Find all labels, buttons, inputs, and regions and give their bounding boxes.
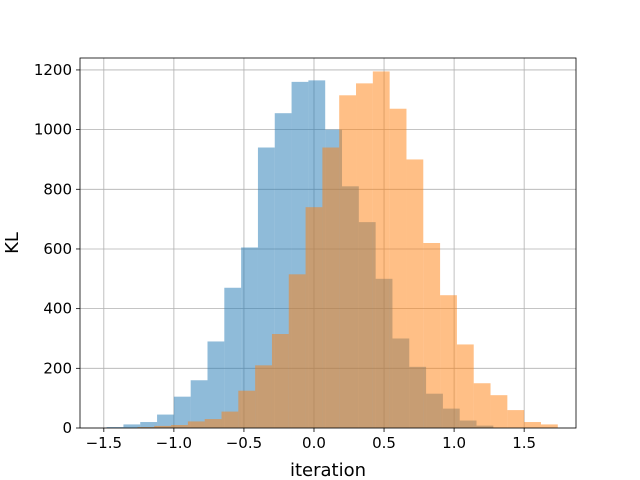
- histogram-bars: [106, 71, 558, 429]
- histogram-bar: [123, 424, 141, 428]
- y-tick-label: 1200: [34, 61, 72, 79]
- histogram-bar: [372, 71, 390, 428]
- x-tick-label: −1.0: [156, 434, 192, 452]
- histogram-bar: [140, 422, 158, 428]
- histogram-bar: [137, 427, 155, 428]
- x-tick-label: −1.5: [86, 434, 122, 452]
- histogram-bar: [456, 344, 474, 428]
- y-axis: 0 200 400 600 800 1000 1200: [34, 61, 80, 437]
- y-tick-label: 1000: [34, 121, 72, 139]
- histogram-bar: [339, 95, 357, 428]
- x-tick-label: 1.5: [512, 434, 536, 452]
- y-tick-label: 200: [43, 359, 72, 377]
- histogram-bar: [241, 247, 258, 428]
- histogram-bar: [540, 424, 558, 428]
- histogram-bar: [204, 419, 222, 428]
- histogram-bar: [106, 427, 124, 428]
- histogram-bar: [423, 243, 441, 428]
- y-tick-label: 800: [43, 180, 72, 198]
- x-tick-label: 1.0: [442, 434, 466, 452]
- histogram-bar: [173, 396, 191, 428]
- histogram-bar: [389, 108, 407, 429]
- histogram-bar: [322, 147, 340, 429]
- histogram-bar: [257, 147, 275, 429]
- histogram-bar: [154, 425, 172, 428]
- y-tick-label: 400: [43, 300, 72, 318]
- histogram-bar: [187, 421, 205, 428]
- x-axis: −1.5 −1.0 −0.5 0.0 0.5 1.0 1.5: [86, 428, 536, 452]
- histogram-bar: [406, 159, 424, 429]
- histogram-bar: [524, 422, 541, 428]
- y-tick-label: 0: [62, 419, 72, 437]
- histogram-series-2: [137, 71, 558, 429]
- y-tick-label: 600: [43, 240, 72, 258]
- histogram-bar: [440, 295, 457, 428]
- histogram-bar: [473, 383, 491, 428]
- histogram-bar: [490, 395, 508, 428]
- histogram-bar: [190, 380, 208, 428]
- histogram-bar: [356, 83, 373, 428]
- x-axis-label: iteration: [290, 460, 366, 480]
- y-axis-label: KL: [2, 232, 23, 254]
- histogram-bar: [305, 207, 323, 428]
- histogram-bar: [171, 425, 188, 428]
- histogram-bar: [507, 410, 525, 428]
- x-tick-label: 0.5: [372, 434, 396, 452]
- histogram-bar: [255, 365, 272, 428]
- histogram-bar: [221, 411, 239, 428]
- histogram-bar: [224, 287, 242, 428]
- histogram-bar: [271, 334, 289, 428]
- histogram-bar: [288, 274, 306, 428]
- histogram-bar: [157, 414, 174, 428]
- x-tick-label: 0.0: [302, 434, 326, 452]
- plot-frame: [79, 57, 577, 429]
- histogram-bar: [238, 390, 256, 428]
- histogram-bar: [207, 341, 225, 428]
- x-tick-label: −0.5: [226, 434, 262, 452]
